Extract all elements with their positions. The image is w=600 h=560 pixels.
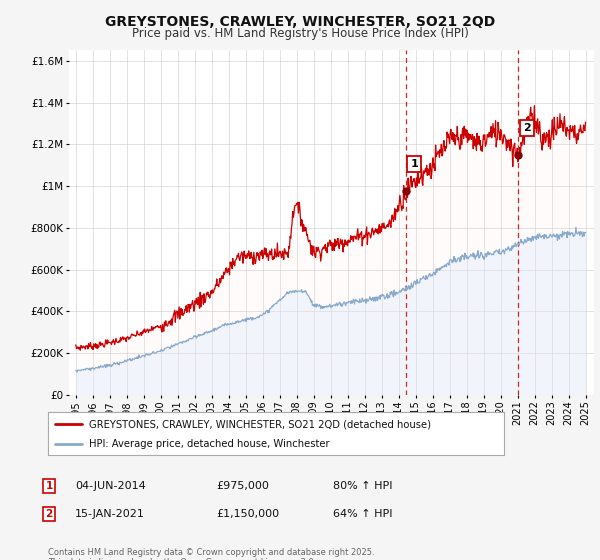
Text: £1,150,000: £1,150,000: [216, 509, 279, 519]
Text: 80% ↑ HPI: 80% ↑ HPI: [333, 481, 392, 491]
Text: £975,000: £975,000: [216, 481, 269, 491]
Text: 1: 1: [410, 159, 418, 169]
Text: 2: 2: [523, 123, 530, 133]
Text: Price paid vs. HM Land Registry's House Price Index (HPI): Price paid vs. HM Land Registry's House …: [131, 27, 469, 40]
Text: 15-JAN-2021: 15-JAN-2021: [75, 509, 145, 519]
Text: Contains HM Land Registry data © Crown copyright and database right 2025.
This d: Contains HM Land Registry data © Crown c…: [48, 548, 374, 560]
Text: 1: 1: [46, 481, 53, 491]
Text: 04-JUN-2014: 04-JUN-2014: [75, 481, 146, 491]
Text: GREYSTONES, CRAWLEY, WINCHESTER, SO21 2QD: GREYSTONES, CRAWLEY, WINCHESTER, SO21 2Q…: [105, 15, 495, 29]
Text: 2: 2: [46, 509, 53, 519]
Text: 64% ↑ HPI: 64% ↑ HPI: [333, 509, 392, 519]
Text: GREYSTONES, CRAWLEY, WINCHESTER, SO21 2QD (detached house): GREYSTONES, CRAWLEY, WINCHESTER, SO21 2Q…: [89, 419, 431, 429]
Text: HPI: Average price, detached house, Winchester: HPI: Average price, detached house, Winc…: [89, 438, 329, 449]
